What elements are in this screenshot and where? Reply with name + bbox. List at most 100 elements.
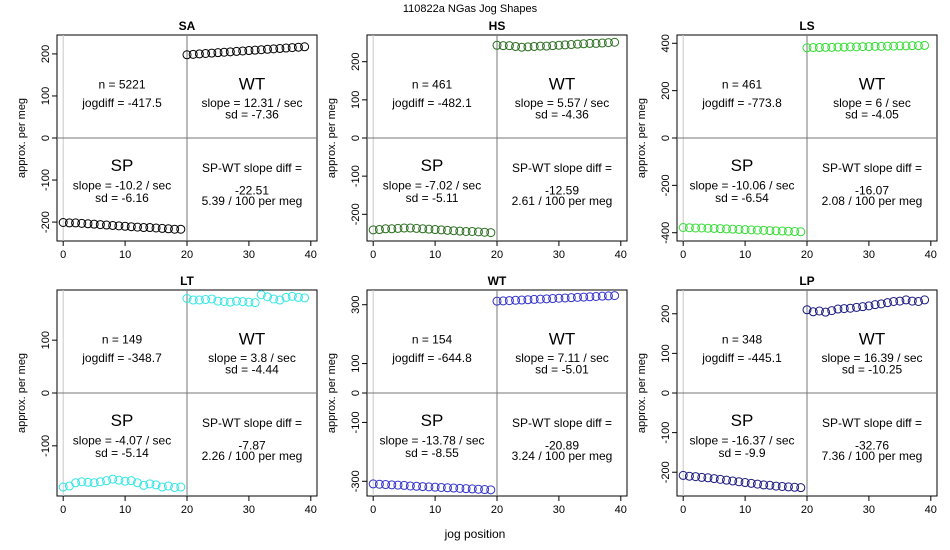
- data-point: [697, 472, 707, 482]
- data-point: [368, 225, 378, 235]
- slope-diff-label: SP-WT slope diff =: [512, 161, 612, 175]
- data-point: [300, 293, 310, 303]
- data-point: [393, 480, 403, 490]
- data-point: [430, 482, 440, 492]
- data-point: [808, 307, 818, 317]
- x-tick-label: 20: [801, 504, 813, 516]
- y-tick-label: 200: [350, 53, 362, 71]
- sp-heading: SP: [421, 411, 444, 430]
- wt-slope-label: slope = 5.57 / sec: [515, 96, 609, 110]
- slope-diff-label: SP-WT slope diff =: [202, 416, 302, 430]
- x-tick-label: 30: [243, 504, 255, 516]
- jogdiff-label: jogdiff = -482.1: [391, 96, 472, 110]
- data-point: [244, 297, 254, 307]
- data-point: [790, 227, 800, 237]
- data-point: [225, 47, 235, 57]
- data-point: [858, 42, 868, 52]
- data-point: [412, 481, 422, 491]
- data-point: [188, 295, 198, 305]
- data-point: [157, 223, 167, 233]
- data-point: [517, 295, 527, 305]
- slope-diff-value: -22.51: [235, 184, 269, 198]
- data-point: [381, 480, 391, 490]
- slope-diff-per-meg: 2.08 / 100 per meg: [822, 194, 923, 208]
- y-tick-label: 100: [40, 331, 52, 349]
- data-point: [715, 474, 725, 484]
- y-tick-label: -100: [40, 169, 52, 191]
- wt-sd-label: sd = -5.01: [535, 362, 589, 376]
- data-point: [771, 226, 781, 236]
- data-point: [889, 41, 899, 51]
- slope-diff-value: -32.76: [855, 439, 889, 453]
- data-point: [293, 292, 303, 302]
- sp-slope-label: slope = -10.2 / sec: [73, 179, 171, 193]
- wt-heading: WT: [859, 330, 885, 349]
- y-tick-label: -200: [40, 211, 52, 233]
- data-point: [864, 42, 874, 52]
- wt-slope-label: slope = 12.31 / sec: [201, 96, 302, 110]
- panel-title: LT: [180, 274, 194, 288]
- panel-sa: SA 0 10 20 30 40 -200 -100 0 100 200 approx. per me…: [16, 19, 318, 261]
- data-point: [449, 483, 459, 493]
- data-point: [777, 481, 787, 491]
- data-point: [102, 220, 112, 230]
- data-point: [523, 42, 533, 52]
- data-point: [393, 223, 403, 233]
- sp-slope-label: slope = -13.78 / sec: [379, 434, 484, 448]
- data-point: [83, 477, 93, 487]
- figure-xlabel: jog position: [444, 527, 506, 541]
- data-point: [151, 223, 161, 233]
- data-point: [542, 294, 552, 304]
- data-point: [691, 472, 701, 482]
- x-tick-label: 10: [119, 249, 131, 261]
- slope-diff-value: -12.59: [545, 184, 579, 198]
- data-point: [120, 476, 130, 486]
- data-point: [473, 227, 483, 237]
- data-point: [591, 291, 601, 301]
- y-axis-label: approx. per meg: [326, 353, 338, 433]
- data-point: [170, 483, 180, 493]
- wt-sd-label: sd = -4.36: [535, 107, 589, 121]
- data-point: [740, 478, 750, 488]
- data-point: [368, 479, 378, 489]
- data-point: [703, 223, 713, 233]
- x-tick-label: 10: [429, 249, 441, 261]
- wt-slope-label: slope = 7.11 / sec: [515, 351, 609, 365]
- data-point: [77, 477, 87, 487]
- data-point: [201, 295, 211, 305]
- data-point: [728, 476, 738, 486]
- data-point: [560, 293, 570, 303]
- sp-sd-label: sd = -5.11: [406, 191, 459, 205]
- panel-title: HS: [489, 19, 506, 33]
- data-point: [752, 479, 762, 489]
- data-point: [827, 42, 837, 52]
- data-point: [467, 226, 477, 236]
- jogdiff-label: jogdiff = -417.5: [81, 96, 162, 110]
- data-point: [262, 44, 272, 54]
- data-point: [591, 38, 601, 48]
- y-tick-label: 0: [40, 135, 52, 141]
- x-tick-label: 40: [615, 249, 627, 261]
- data-point: [585, 38, 595, 48]
- data-point: [722, 224, 732, 234]
- data-point: [102, 476, 112, 486]
- x-tick-label: 20: [491, 504, 503, 516]
- y-tick-label: 0: [350, 390, 362, 396]
- y-tick-label: -100: [350, 411, 362, 433]
- x-tick-label: 0: [680, 504, 686, 516]
- data-point: [511, 295, 521, 305]
- data-point: [529, 41, 539, 51]
- data-point: [821, 307, 831, 317]
- wt-heading: WT: [859, 75, 885, 94]
- data-point: [529, 294, 539, 304]
- x-tick-label: 40: [925, 249, 937, 261]
- data-point: [678, 223, 688, 233]
- data-point: [746, 478, 756, 488]
- y-tick-label: 0: [350, 135, 362, 141]
- data-point: [554, 40, 564, 50]
- x-tick-label: 40: [925, 504, 937, 516]
- data-point: [814, 306, 824, 316]
- y-axis-label: approx. per meg: [326, 98, 338, 178]
- n-count-label: n = 461: [722, 78, 763, 92]
